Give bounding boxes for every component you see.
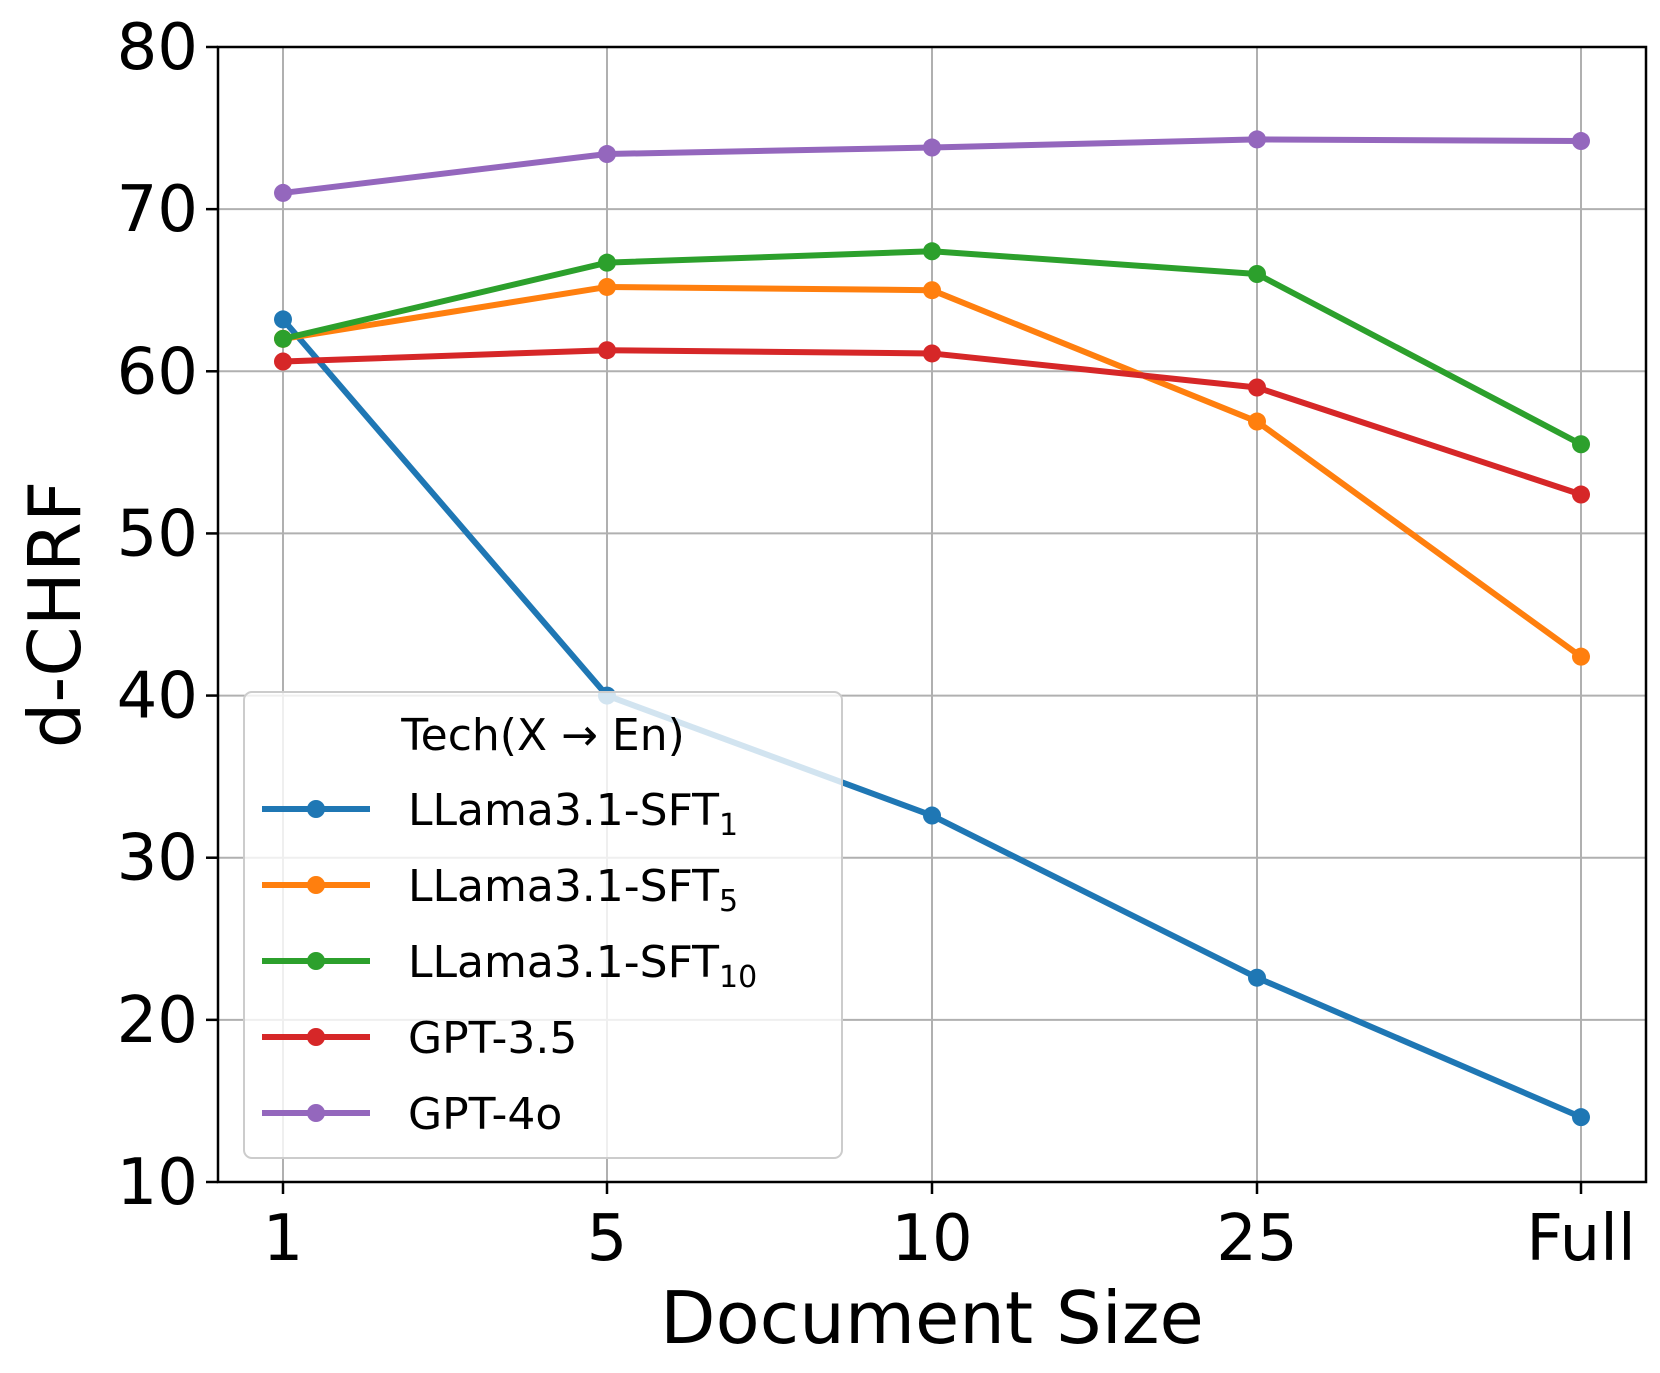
data-point-3-1	[598, 341, 616, 360]
data-point-1-3	[1248, 412, 1266, 431]
y-tick-label-1: 20	[117, 984, 198, 1058]
data-point-2-3	[1248, 265, 1266, 283]
data-point-3-3	[1248, 378, 1266, 397]
data-point-3-0	[274, 352, 292, 371]
y-tick-label-6: 70	[117, 173, 198, 247]
legend-title: Tech(X → En)	[400, 710, 685, 761]
data-point-2-0	[274, 329, 292, 348]
legend-marker-4	[307, 1104, 325, 1122]
legend-marker-2	[307, 952, 325, 970]
data-point-4-2	[923, 138, 941, 157]
data-point-2-1	[598, 253, 616, 272]
legend-label-0: LLama3.1-SFT1	[408, 785, 738, 843]
data-point-1-1	[598, 277, 616, 296]
data-point-0-4	[1572, 1108, 1590, 1127]
data-point-1-2	[923, 281, 941, 300]
data-point-2-2	[923, 242, 941, 261]
legend-marker-1	[307, 876, 325, 894]
data-point-3-4	[1572, 485, 1590, 504]
series-group	[274, 130, 1590, 1127]
data-point-3-2	[923, 344, 941, 363]
legend-box	[243, 691, 843, 1159]
data-point-1-4	[1572, 647, 1590, 666]
legend-marker-3	[307, 1028, 325, 1046]
data-point-0-3	[1248, 968, 1266, 987]
data-point-4-4	[1572, 132, 1590, 151]
x-tick-label-3: 25	[1216, 1202, 1297, 1276]
data-point-2-4	[1572, 435, 1590, 454]
y-axis-title: d-CHRF	[13, 481, 97, 749]
y-tick-label-7: 80	[117, 11, 198, 85]
y-tick-label-0: 10	[117, 1146, 198, 1220]
x-tick-label-4: Full	[1526, 1202, 1635, 1276]
x-axis-title: Document Size	[660, 1276, 1204, 1360]
data-point-4-3	[1248, 130, 1266, 149]
y-tick-label-2: 30	[117, 822, 198, 896]
legend: Tech(X → En) LLama3.1-SFT1 LLama3.1-SFT5 LL…	[243, 691, 843, 1159]
x-tick-label-1: 5	[587, 1202, 628, 1276]
legend-label-4: GPT-4o	[408, 1089, 562, 1140]
legend-label-3: GPT-3.5	[408, 1013, 577, 1064]
legend-label-1: LLama3.1-SFT5	[408, 861, 738, 919]
y-tick-label-5: 60	[117, 335, 198, 409]
x-tick-label-0: 1	[263, 1202, 304, 1276]
data-point-0-2	[923, 806, 941, 825]
y-tick-label-3: 40	[117, 660, 198, 734]
x-tick-label-2: 10	[891, 1202, 972, 1276]
legend-marker-0	[307, 800, 325, 818]
y-tick-label-4: 50	[117, 497, 198, 571]
legend-label-2: LLama3.1-SFT10	[408, 937, 757, 995]
data-point-4-0	[274, 183, 292, 202]
data-point-0-0	[274, 310, 292, 329]
data-point-4-1	[598, 145, 616, 164]
